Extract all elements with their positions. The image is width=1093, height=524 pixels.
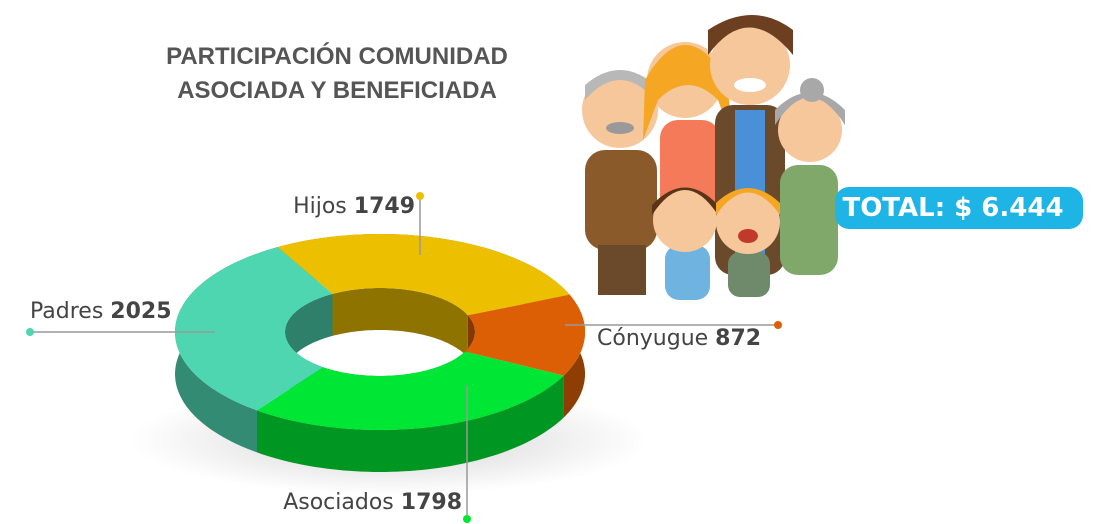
category-name: Asociados: [283, 490, 394, 515]
leader-dot: [26, 328, 34, 336]
outer-wall: [257, 375, 564, 472]
inner-wall: [332, 288, 468, 358]
slice-label: Hijos 1749: [293, 194, 415, 219]
total-label: TOTAL: $ 6.444: [842, 193, 1063, 223]
donut: [175, 234, 585, 472]
value-label: 1749: [354, 194, 415, 219]
category-name: Cónyugue: [597, 326, 708, 351]
donut-slice: [175, 247, 333, 411]
chart-title: PARTICIPACIÓN COMUNIDAD ASOCIADA Y BENEF…: [166, 43, 508, 104]
total-badge: TOTAL: $ 6.444: [835, 187, 1083, 229]
value-label: 872: [715, 326, 761, 351]
donut-slice: [277, 234, 570, 316]
category-name: Hijos: [293, 194, 347, 219]
badge-background: [835, 187, 1083, 229]
leader-dot: [416, 192, 424, 200]
slice-label: Padres 2025: [30, 299, 172, 324]
category-name: Padres: [30, 299, 103, 324]
family-illustration: [582, 15, 845, 300]
leader-dot: [774, 321, 782, 329]
slice-label: Cónyugue 872: [597, 326, 761, 351]
leader-dot: [463, 515, 471, 523]
value-label: 2025: [110, 299, 171, 324]
value-label: 1798: [401, 490, 462, 515]
slice-label: Asociados 1798: [283, 490, 462, 515]
donut-slice: [465, 294, 585, 376]
donut-slice: [257, 351, 564, 430]
